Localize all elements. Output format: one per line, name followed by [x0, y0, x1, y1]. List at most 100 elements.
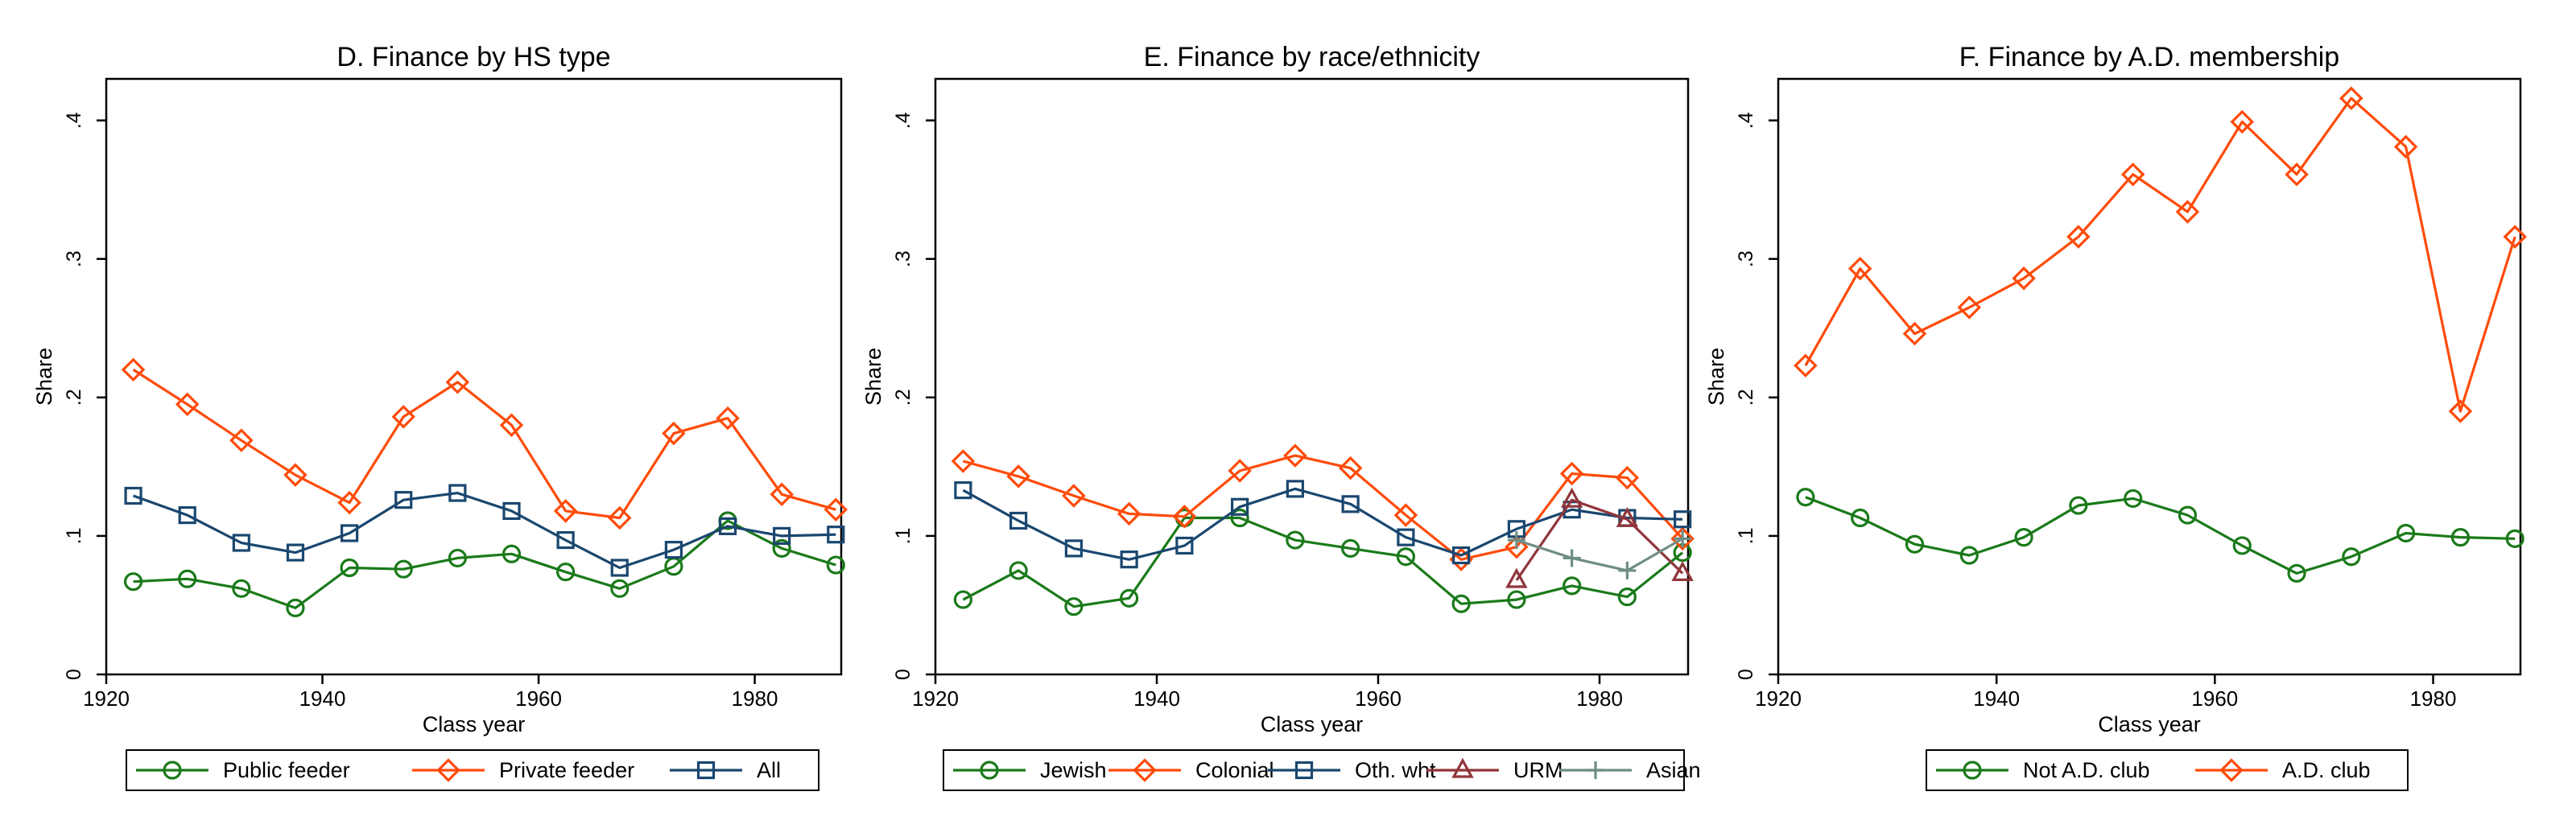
plot-frame — [1777, 77, 2522, 676]
series-line — [962, 516, 1684, 608]
y-tick-label: .4 — [63, 112, 85, 129]
legend-label: Public feeder — [223, 758, 350, 782]
data-point — [1957, 295, 1982, 320]
data-point — [286, 598, 305, 617]
chart-title: F. Finance by A.D. membership — [1959, 42, 2339, 72]
data-point — [1618, 561, 1637, 579]
legend-label: Oth. wht — [1355, 758, 1436, 782]
series-line — [1515, 498, 1684, 581]
data-point — [610, 579, 630, 598]
x-axis-label: Class year — [2098, 712, 2201, 736]
data-point — [1009, 511, 1028, 530]
data-point — [2287, 563, 2306, 583]
x-tick-label: 1980 — [732, 687, 778, 711]
x-axis-label: Class year — [1261, 712, 1364, 736]
legend-label: Not A.D. club — [2023, 758, 2150, 782]
data-point — [953, 590, 972, 609]
data-point — [1616, 506, 1639, 527]
x-tick-label: 1920 — [1755, 687, 1802, 711]
legend-marker — [1451, 757, 1474, 778]
data-point — [2393, 134, 2418, 159]
data-point — [772, 538, 791, 558]
data-point — [2339, 86, 2363, 110]
plot-frame — [105, 77, 843, 676]
data-point — [445, 370, 470, 394]
series-private-feeder — [121, 357, 848, 530]
data-point — [394, 559, 413, 579]
y-axis: 0 .1 .2 .3 .4 — [892, 112, 935, 680]
data-point — [954, 481, 972, 500]
data-point — [2012, 266, 2036, 291]
legend: Jewish Colonial Oth. wht URM Asian — [943, 749, 1701, 791]
legend-item: All — [670, 758, 781, 782]
chart-title: E. Finance by race/ethnicity — [1144, 42, 1480, 72]
data-point — [553, 499, 578, 523]
data-point — [1117, 501, 1141, 526]
data-point — [1505, 534, 1529, 559]
data-point — [826, 555, 845, 575]
data-point — [340, 524, 359, 542]
series-asian — [1507, 530, 1692, 579]
y-tick-label: .3 — [1735, 250, 1757, 267]
chart-panel-3: F. Finance by A.D. membership 0 .1 .2 .3 .4 Sh… — [1704, 42, 2527, 791]
data-point — [2014, 528, 2033, 547]
data-point — [1341, 538, 1360, 558]
data-point — [1452, 546, 1471, 565]
legend: Public feeder Private feeder All — [126, 749, 819, 791]
y-tick-label: .2 — [63, 389, 85, 406]
y-tick-label: .1 — [63, 527, 85, 544]
legend-marker — [2219, 758, 2244, 782]
data-point — [1231, 497, 1249, 516]
data-point — [2505, 529, 2524, 548]
legend-label: Asian — [1646, 758, 1701, 782]
x-tick-label: 1920 — [912, 687, 959, 711]
y-tick-label: .2 — [892, 389, 914, 406]
x-tick-label: 1960 — [2191, 687, 2238, 711]
data-point — [448, 548, 467, 568]
data-point — [124, 486, 142, 505]
legend-label: Private feeder — [499, 758, 634, 782]
series-line — [133, 519, 836, 609]
legend-marker — [1133, 758, 1157, 782]
data-point — [1796, 488, 1815, 507]
data-point — [2450, 528, 2471, 547]
series-a-d-club — [1794, 86, 2527, 423]
y-tick-label: .4 — [892, 112, 914, 129]
data-point — [394, 491, 413, 509]
data-point — [1338, 456, 1363, 480]
legend-item: A.D. club — [2195, 758, 2371, 782]
y-tick-label: .4 — [1735, 112, 1757, 129]
data-point — [770, 482, 794, 507]
x-tick-label: 1980 — [2410, 687, 2457, 711]
y-tick-label: 0 — [892, 669, 914, 680]
series-jewish — [953, 508, 1692, 616]
data-point — [827, 526, 845, 544]
data-point — [178, 505, 196, 525]
series-line — [133, 492, 836, 570]
data-point — [1851, 508, 1870, 528]
data-point — [1617, 588, 1637, 607]
data-point — [556, 530, 575, 550]
data-point — [1563, 576, 1582, 596]
data-point — [610, 559, 629, 577]
series-line — [962, 487, 1683, 561]
y-axis-label: Share — [1704, 348, 1728, 406]
series-all — [124, 484, 845, 577]
y-tick-label: 0 — [63, 669, 85, 680]
legend-marker — [163, 761, 182, 780]
data-point — [2232, 536, 2252, 555]
legend-item: Private feeder — [412, 758, 634, 782]
data-point — [283, 463, 308, 487]
x-tick-label: 1940 — [1973, 687, 2020, 711]
data-point — [1062, 484, 1086, 508]
data-point — [1560, 487, 1583, 508]
data-point — [178, 569, 197, 588]
legend-item: URM — [1426, 757, 1563, 782]
legend-item: Oth. wht — [1268, 758, 1436, 782]
data-point — [1341, 495, 1360, 513]
series-not-a-d-club — [1796, 488, 2524, 583]
data-point — [1615, 465, 1640, 490]
data-point — [824, 497, 848, 522]
data-point — [1507, 531, 1525, 550]
data-point — [1120, 550, 1138, 569]
